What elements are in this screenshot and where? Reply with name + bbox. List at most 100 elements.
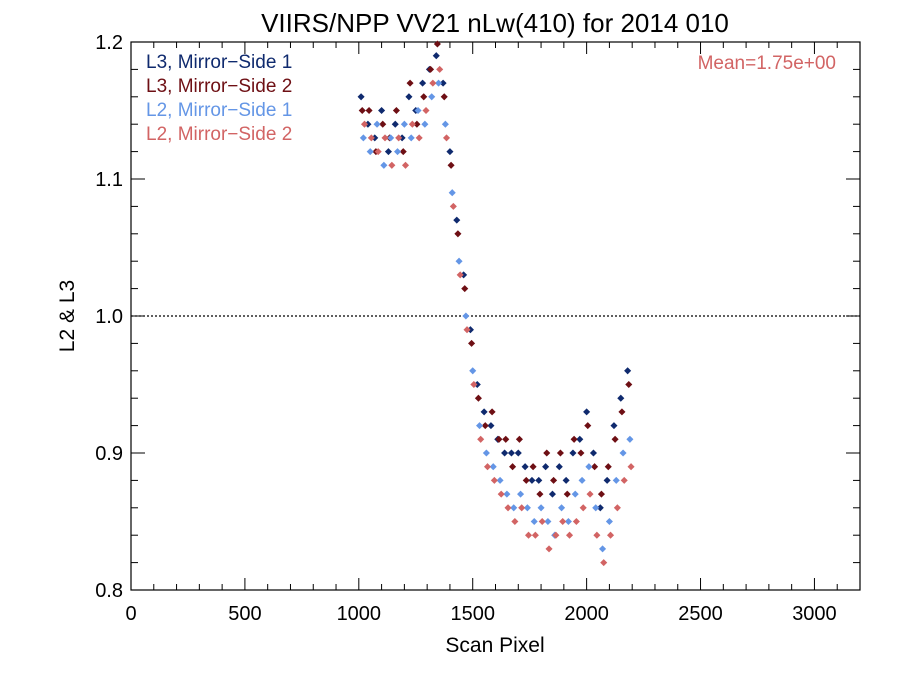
data-point — [584, 422, 592, 430]
legend-item: L2, Mirror−Side 1 — [146, 100, 292, 121]
y-tick-label: 1.2 — [95, 32, 123, 54]
data-point — [523, 504, 531, 512]
data-point — [388, 161, 396, 169]
data-point — [522, 476, 530, 484]
data-point — [524, 531, 533, 539]
data-point — [453, 216, 461, 224]
data-point — [415, 134, 423, 142]
data-point — [400, 120, 408, 128]
data-point — [537, 504, 545, 512]
data-point — [422, 106, 430, 115]
data-point — [405, 93, 413, 101]
data-point — [597, 490, 605, 498]
x-tick-label: 1000 — [337, 603, 382, 625]
data-point — [576, 435, 584, 443]
data-point — [569, 449, 577, 457]
data-point — [495, 435, 503, 443]
chart-title: VIIRS/NPP VV21 nLw(410) for 2014 010 — [261, 8, 729, 38]
data-point — [538, 517, 546, 526]
data-point — [447, 161, 455, 169]
data-point — [586, 490, 594, 498]
data-point — [514, 449, 522, 457]
data-point — [589, 449, 597, 457]
data-point — [461, 285, 469, 293]
data-point — [419, 79, 427, 87]
data-point — [374, 148, 382, 156]
data-point — [599, 545, 607, 553]
x-tick-label: 1500 — [450, 603, 495, 625]
data-point — [421, 120, 429, 128]
data-point — [446, 148, 454, 156]
data-point — [432, 52, 440, 60]
data-point — [441, 120, 449, 128]
data-point — [414, 106, 422, 115]
y-tick-label: 0.9 — [95, 443, 123, 465]
data-point — [399, 148, 407, 156]
data-point — [468, 339, 476, 347]
data-point — [469, 367, 477, 375]
data-point — [507, 449, 515, 457]
data-point — [454, 230, 462, 238]
x-tick-label: 500 — [228, 603, 261, 625]
y-tick-label: 0.8 — [95, 580, 123, 602]
data-point — [455, 257, 463, 265]
data-point — [380, 161, 388, 169]
data-point — [358, 106, 366, 115]
data-point — [626, 435, 634, 443]
x-tick-label: 3000 — [792, 603, 837, 625]
data-point — [449, 202, 457, 210]
data-point — [619, 449, 627, 457]
data-point — [360, 120, 369, 128]
data-point — [562, 476, 570, 484]
data-point — [378, 106, 386, 115]
data-point — [550, 476, 558, 484]
data-point — [578, 476, 586, 484]
data-point — [435, 79, 443, 87]
data-point — [359, 134, 367, 142]
data-point — [477, 435, 485, 443]
data-point — [394, 148, 402, 156]
data-point — [627, 463, 635, 471]
data-point — [518, 504, 526, 512]
data-point — [379, 120, 387, 128]
data-point — [544, 517, 552, 526]
data-point — [462, 312, 470, 320]
data-point — [556, 449, 564, 457]
data-point — [367, 134, 375, 142]
data-point — [607, 531, 615, 539]
data-point — [570, 435, 578, 443]
data-point — [413, 120, 421, 128]
data-point — [373, 120, 381, 128]
data-point — [502, 435, 510, 443]
x-tick-label: 0 — [125, 603, 136, 625]
data-point — [365, 106, 373, 115]
data-point — [439, 79, 447, 87]
data-point — [442, 134, 451, 142]
data-point — [427, 65, 435, 73]
data-point — [612, 476, 620, 484]
data-point — [559, 517, 567, 526]
data-point — [515, 435, 523, 443]
x-tick-label: 2000 — [564, 603, 609, 625]
legend: L3, Mirror−Side 1 L3, Mirror−Side 2 L2, Mi… — [146, 52, 292, 145]
data-point — [357, 93, 365, 101]
data-point — [483, 463, 492, 471]
data-point — [591, 463, 599, 471]
data-point — [611, 435, 619, 443]
data-point — [476, 422, 484, 430]
data-point — [517, 490, 525, 498]
data-point — [529, 463, 537, 471]
data-point — [407, 134, 415, 142]
x-tick-label: 2500 — [678, 603, 723, 625]
data-point — [487, 422, 495, 430]
series-4 — [360, 65, 635, 567]
data-point — [392, 106, 400, 115]
data-point — [620, 476, 628, 484]
data-point — [501, 449, 509, 457]
series-1 — [357, 52, 632, 512]
data-point — [366, 148, 374, 156]
data-point — [496, 476, 504, 484]
data-point — [408, 120, 416, 128]
data-point — [510, 504, 518, 512]
data-point — [610, 422, 618, 430]
